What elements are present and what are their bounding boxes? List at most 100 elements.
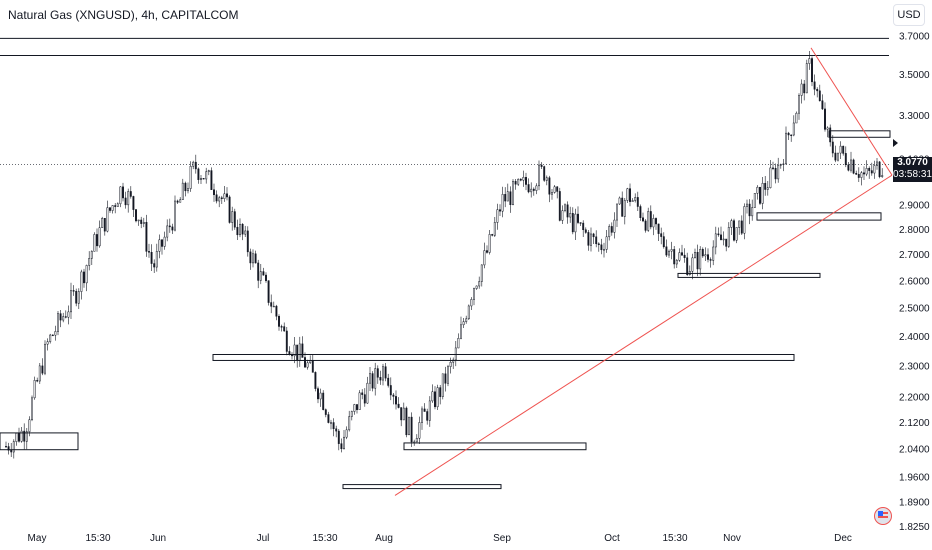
candle: [714, 233, 717, 248]
candle: [831, 141, 834, 154]
candle: [358, 392, 361, 410]
candle: [244, 230, 247, 235]
candle: [106, 207, 109, 232]
candle: [405, 407, 408, 436]
candle: [733, 220, 735, 241]
candle: [545, 177, 548, 181]
candle: [330, 422, 332, 424]
flag-icon[interactable]: [874, 507, 892, 525]
candle: [850, 159, 852, 171]
candle: [829, 127, 832, 143]
y-tick-label: 2.9000: [899, 201, 930, 212]
candle: [210, 170, 213, 190]
candle: [80, 271, 83, 292]
candle: [350, 411, 353, 417]
candle: [223, 193, 226, 199]
candle: [735, 227, 738, 241]
candle: [233, 211, 236, 228]
candle: [722, 238, 725, 241]
candle: [421, 408, 423, 423]
candle: [803, 83, 806, 94]
candle: [272, 305, 275, 308]
candle: [72, 290, 75, 292]
candle: [785, 132, 787, 165]
candle: [59, 313, 62, 321]
candle: [517, 178, 520, 185]
candle: [668, 250, 670, 256]
current-price-label: 3.0770 03:58:31: [893, 157, 932, 182]
current-price-value: 3.0770: [897, 157, 928, 168]
candle: [278, 315, 280, 327]
candle: [379, 377, 382, 381]
trend-line: [810, 47, 893, 176]
candle: [410, 416, 413, 443]
candle: [119, 186, 122, 205]
candle: [569, 213, 572, 218]
candle: [652, 218, 655, 228]
candle: [423, 408, 426, 412]
candle: [431, 391, 434, 402]
currency-button[interactable]: USD: [893, 4, 925, 26]
candle: [236, 226, 239, 236]
candle: [23, 430, 26, 442]
candle: [428, 400, 431, 421]
candle: [670, 249, 673, 252]
candle: [387, 377, 390, 386]
candle: [579, 222, 582, 224]
candle: [535, 185, 538, 191]
candle: [181, 182, 184, 200]
candle: [408, 416, 410, 436]
candle: [441, 373, 444, 397]
candle: [285, 330, 288, 352]
candle: [103, 218, 106, 232]
candle: [584, 229, 587, 233]
candle: [31, 397, 33, 420]
candle: [231, 211, 234, 223]
candle: [25, 431, 28, 442]
candle: [135, 209, 137, 222]
candle: [7, 446, 10, 451]
candle: [805, 63, 808, 94]
candle: [132, 196, 135, 210]
candle: [158, 239, 161, 252]
candle: [228, 196, 231, 223]
support-resistance-zone: [756, 212, 882, 221]
bar-countdown: 03:58:31: [893, 169, 932, 180]
y-tick-label: 1.9600: [899, 472, 930, 483]
support-resistance-zone: [403, 442, 587, 451]
candle: [678, 252, 681, 261]
candle: [44, 343, 46, 374]
candle: [709, 259, 712, 261]
candle: [218, 197, 221, 202]
candle: [610, 226, 613, 233]
candle: [704, 254, 707, 257]
candle: [226, 193, 228, 198]
candle: [439, 387, 442, 397]
candle: [75, 291, 78, 304]
candle: [402, 407, 405, 421]
candle: [166, 225, 169, 238]
candle: [488, 234, 491, 253]
candle: [504, 194, 507, 202]
candle: [124, 197, 127, 206]
x-tick-label: Aug: [375, 533, 393, 544]
candle: [213, 189, 215, 196]
candle: [415, 437, 418, 443]
candle: [46, 341, 49, 345]
candle: [239, 223, 241, 236]
candle: [98, 227, 101, 247]
candle: [491, 234, 494, 236]
candle: [327, 414, 330, 423]
candle: [36, 380, 39, 382]
candle: [18, 433, 20, 442]
candle: [756, 186, 759, 194]
candle: [582, 222, 585, 231]
candle: [740, 220, 743, 234]
candle: [772, 167, 774, 169]
candle: [712, 246, 715, 261]
candle: [205, 171, 208, 180]
candle: [486, 250, 488, 253]
candle: [83, 271, 85, 284]
candle: [140, 219, 143, 224]
